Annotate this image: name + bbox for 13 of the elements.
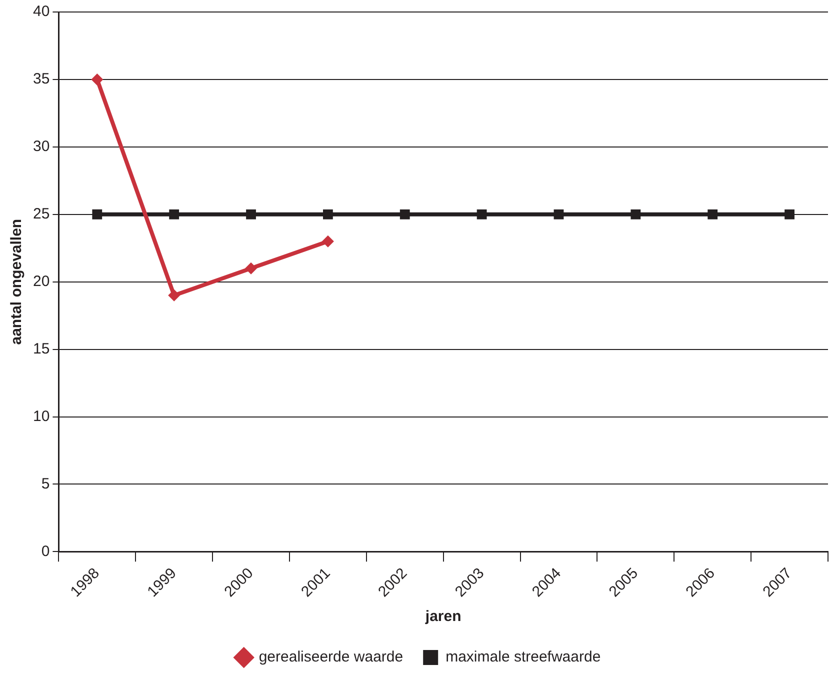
y-tick-label: 15 xyxy=(32,340,50,358)
y-tick-label: 0 xyxy=(41,542,50,560)
y-tick-label: 30 xyxy=(32,138,50,156)
y-tick-label: 25 xyxy=(32,206,50,223)
y-axis-title: aantal ongevallen xyxy=(8,218,26,345)
legend-label: maximale streefwaarde xyxy=(446,648,601,666)
y-tick-label: 10 xyxy=(32,408,50,425)
y-tick-label: 40 xyxy=(32,3,50,20)
x-axis-title: jaren xyxy=(424,608,462,626)
legend-label: gerealiseerde waarde xyxy=(258,648,404,666)
y-tick-label: 20 xyxy=(32,272,50,290)
y-tick-label: 5 xyxy=(41,475,50,492)
y-tick-label: 35 xyxy=(32,70,50,88)
